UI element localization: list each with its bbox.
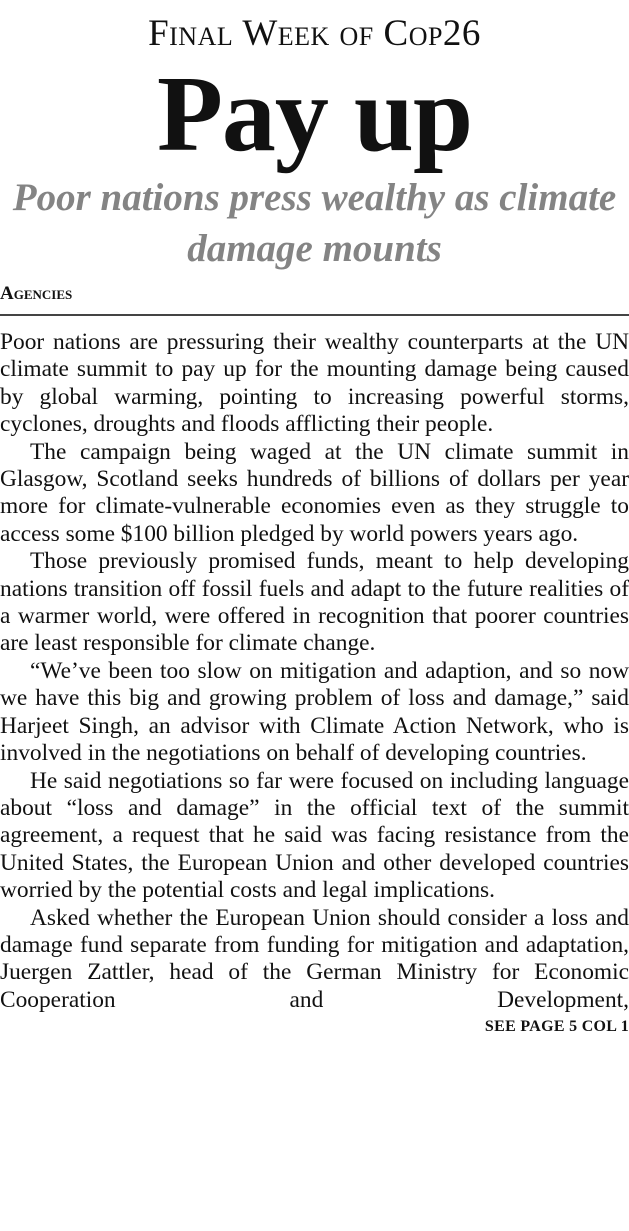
- paragraph: “We’ve been too slow on mitigation and a…: [0, 657, 629, 767]
- deck: Poor nations press wealthy as climate da…: [12, 176, 617, 270]
- paragraph: He said negotiations so far were focused…: [0, 767, 629, 904]
- kicker: Final Week of Cop26: [148, 13, 481, 54]
- paragraph: Asked whether the European Union should …: [0, 904, 629, 1013]
- article: Final Week of Cop26 Pay up Poor nations …: [0, 12, 629, 1036]
- headline: Pay up: [156, 55, 473, 174]
- paragraph: Poor nations are pressuring their wealth…: [0, 329, 629, 438]
- divider: [0, 314, 629, 316]
- article-body: Poor nations are pressuring their wealth…: [0, 329, 629, 1014]
- paragraph: The campaign being waged at the UN clima…: [0, 438, 629, 547]
- paragraph: Those previously promised funds, meant t…: [0, 548, 629, 657]
- byline: Agencies: [0, 283, 73, 304]
- continuation-jump: SEE PAGE 5 COL 1: [484, 1018, 629, 1036]
